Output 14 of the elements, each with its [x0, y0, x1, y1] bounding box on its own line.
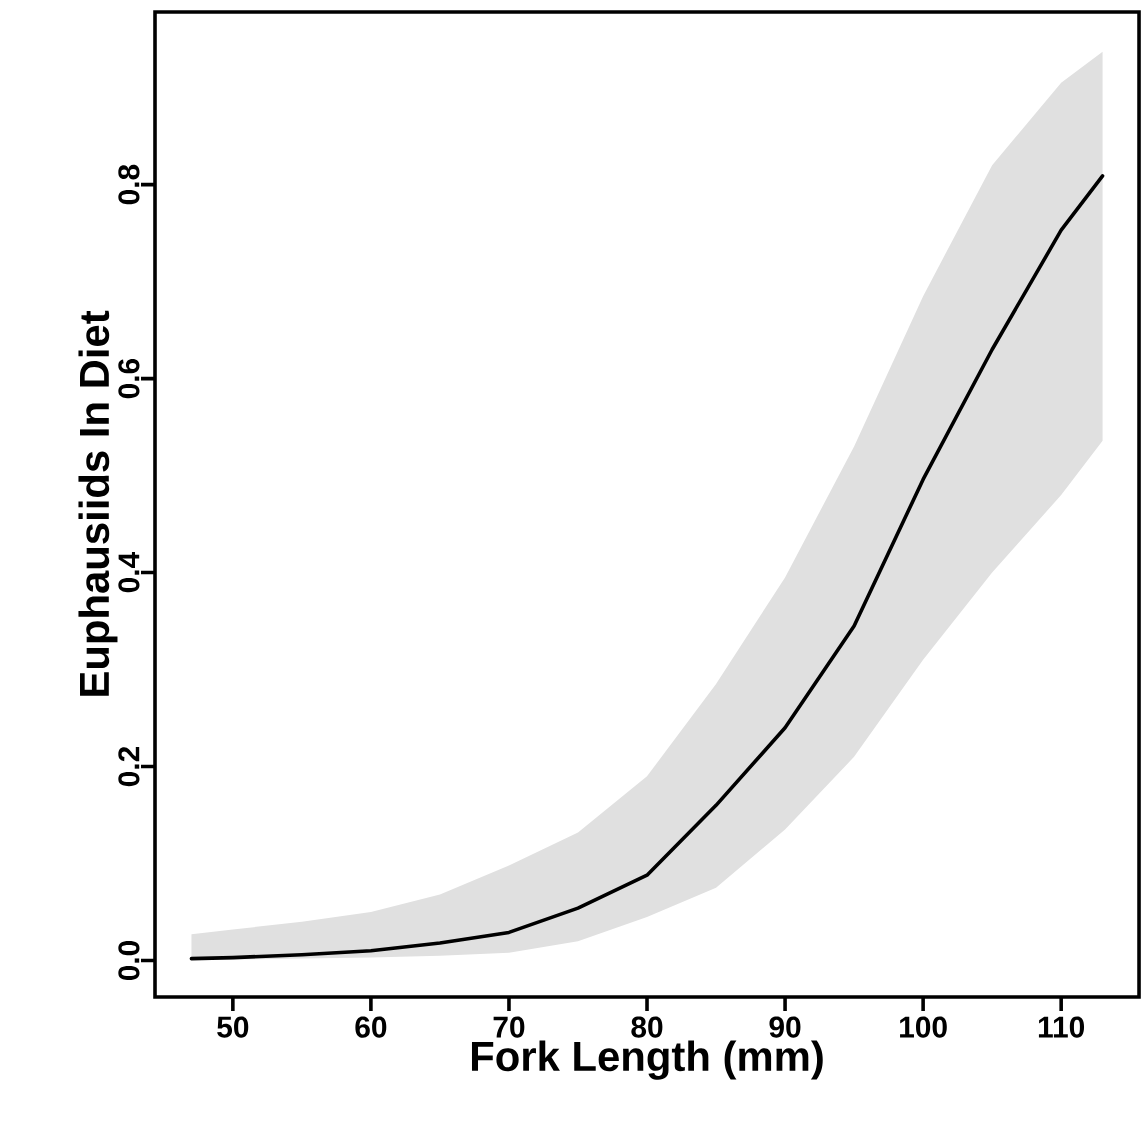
y-tick-label: 0.4	[118, 551, 140, 593]
x-tick-label: 50	[217, 1016, 249, 1038]
x-tick-label: 100	[900, 1016, 947, 1038]
y-axis-title: Euphausiids In Diet	[78, 310, 118, 696]
x-tick-label: 70	[493, 1016, 525, 1038]
y-tick-label: 0.2	[118, 746, 140, 787]
y-tick-label: 0.8	[118, 164, 140, 205]
x-tick-label: 90	[769, 1016, 801, 1038]
x-tick-label: 60	[355, 1016, 387, 1038]
y-tick-label: 0.0	[118, 940, 140, 981]
x-tick-label: 110	[1038, 1016, 1085, 1038]
x-axis-title: Fork Length (mm)	[471, 1040, 823, 1080]
y-tick-label: 0.6	[118, 358, 140, 399]
x-tick-label: 80	[631, 1016, 663, 1038]
